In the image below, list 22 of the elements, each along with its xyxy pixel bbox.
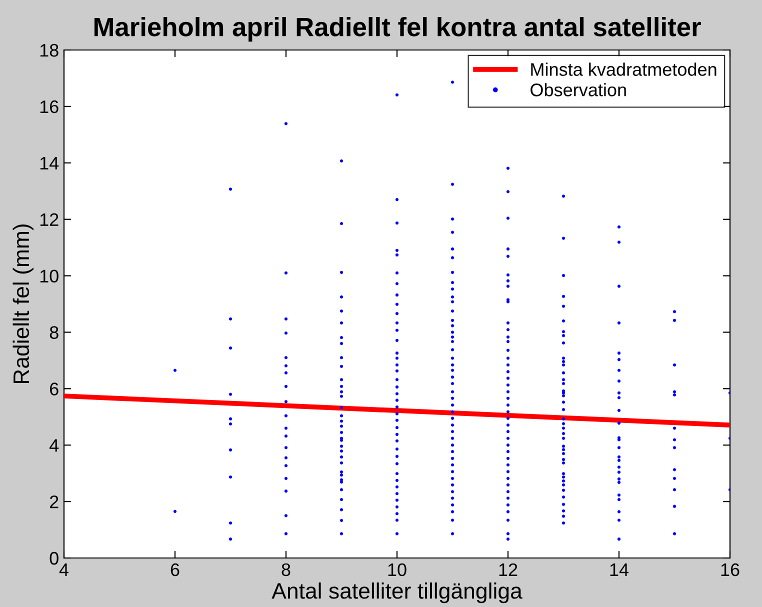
y-tick-label: 0 — [50, 552, 58, 565]
x-tick-label: 10 — [388, 563, 406, 576]
legend-label: Observation — [530, 83, 626, 96]
y-tick-label: 10 — [40, 270, 58, 282]
x-tick-label: 14 — [610, 564, 629, 576]
y-tick-label: 18 — [40, 44, 58, 57]
x-tick-label: 12 — [499, 563, 518, 576]
y-tick-label: 14 — [40, 157, 59, 170]
y-tick-label: 4 — [50, 439, 59, 452]
y-axis-title: Radiellt fel (mm) — [12, 224, 34, 384]
chart-title: Marieholm april Radiellt fel kontra antal satelliter — [94, 16, 701, 42]
y-tick-label: 6 — [50, 382, 58, 396]
x-tick-label: 6 — [170, 563, 180, 576]
y-tick-label: 12 — [40, 213, 58, 226]
y-tick-label: 8 — [50, 326, 58, 339]
x-tick-label: 8 — [282, 563, 290, 576]
legend-label: Minsta kvadratmetoden — [531, 62, 716, 76]
y-tick-label: 16 — [40, 100, 58, 114]
x-axis-title: Antal satelliter tillgängliga — [272, 582, 522, 604]
x-tick-label: 16 — [721, 563, 740, 576]
x-tick-label: 4 — [59, 564, 68, 576]
y-tick-label: 2 — [50, 495, 58, 508]
